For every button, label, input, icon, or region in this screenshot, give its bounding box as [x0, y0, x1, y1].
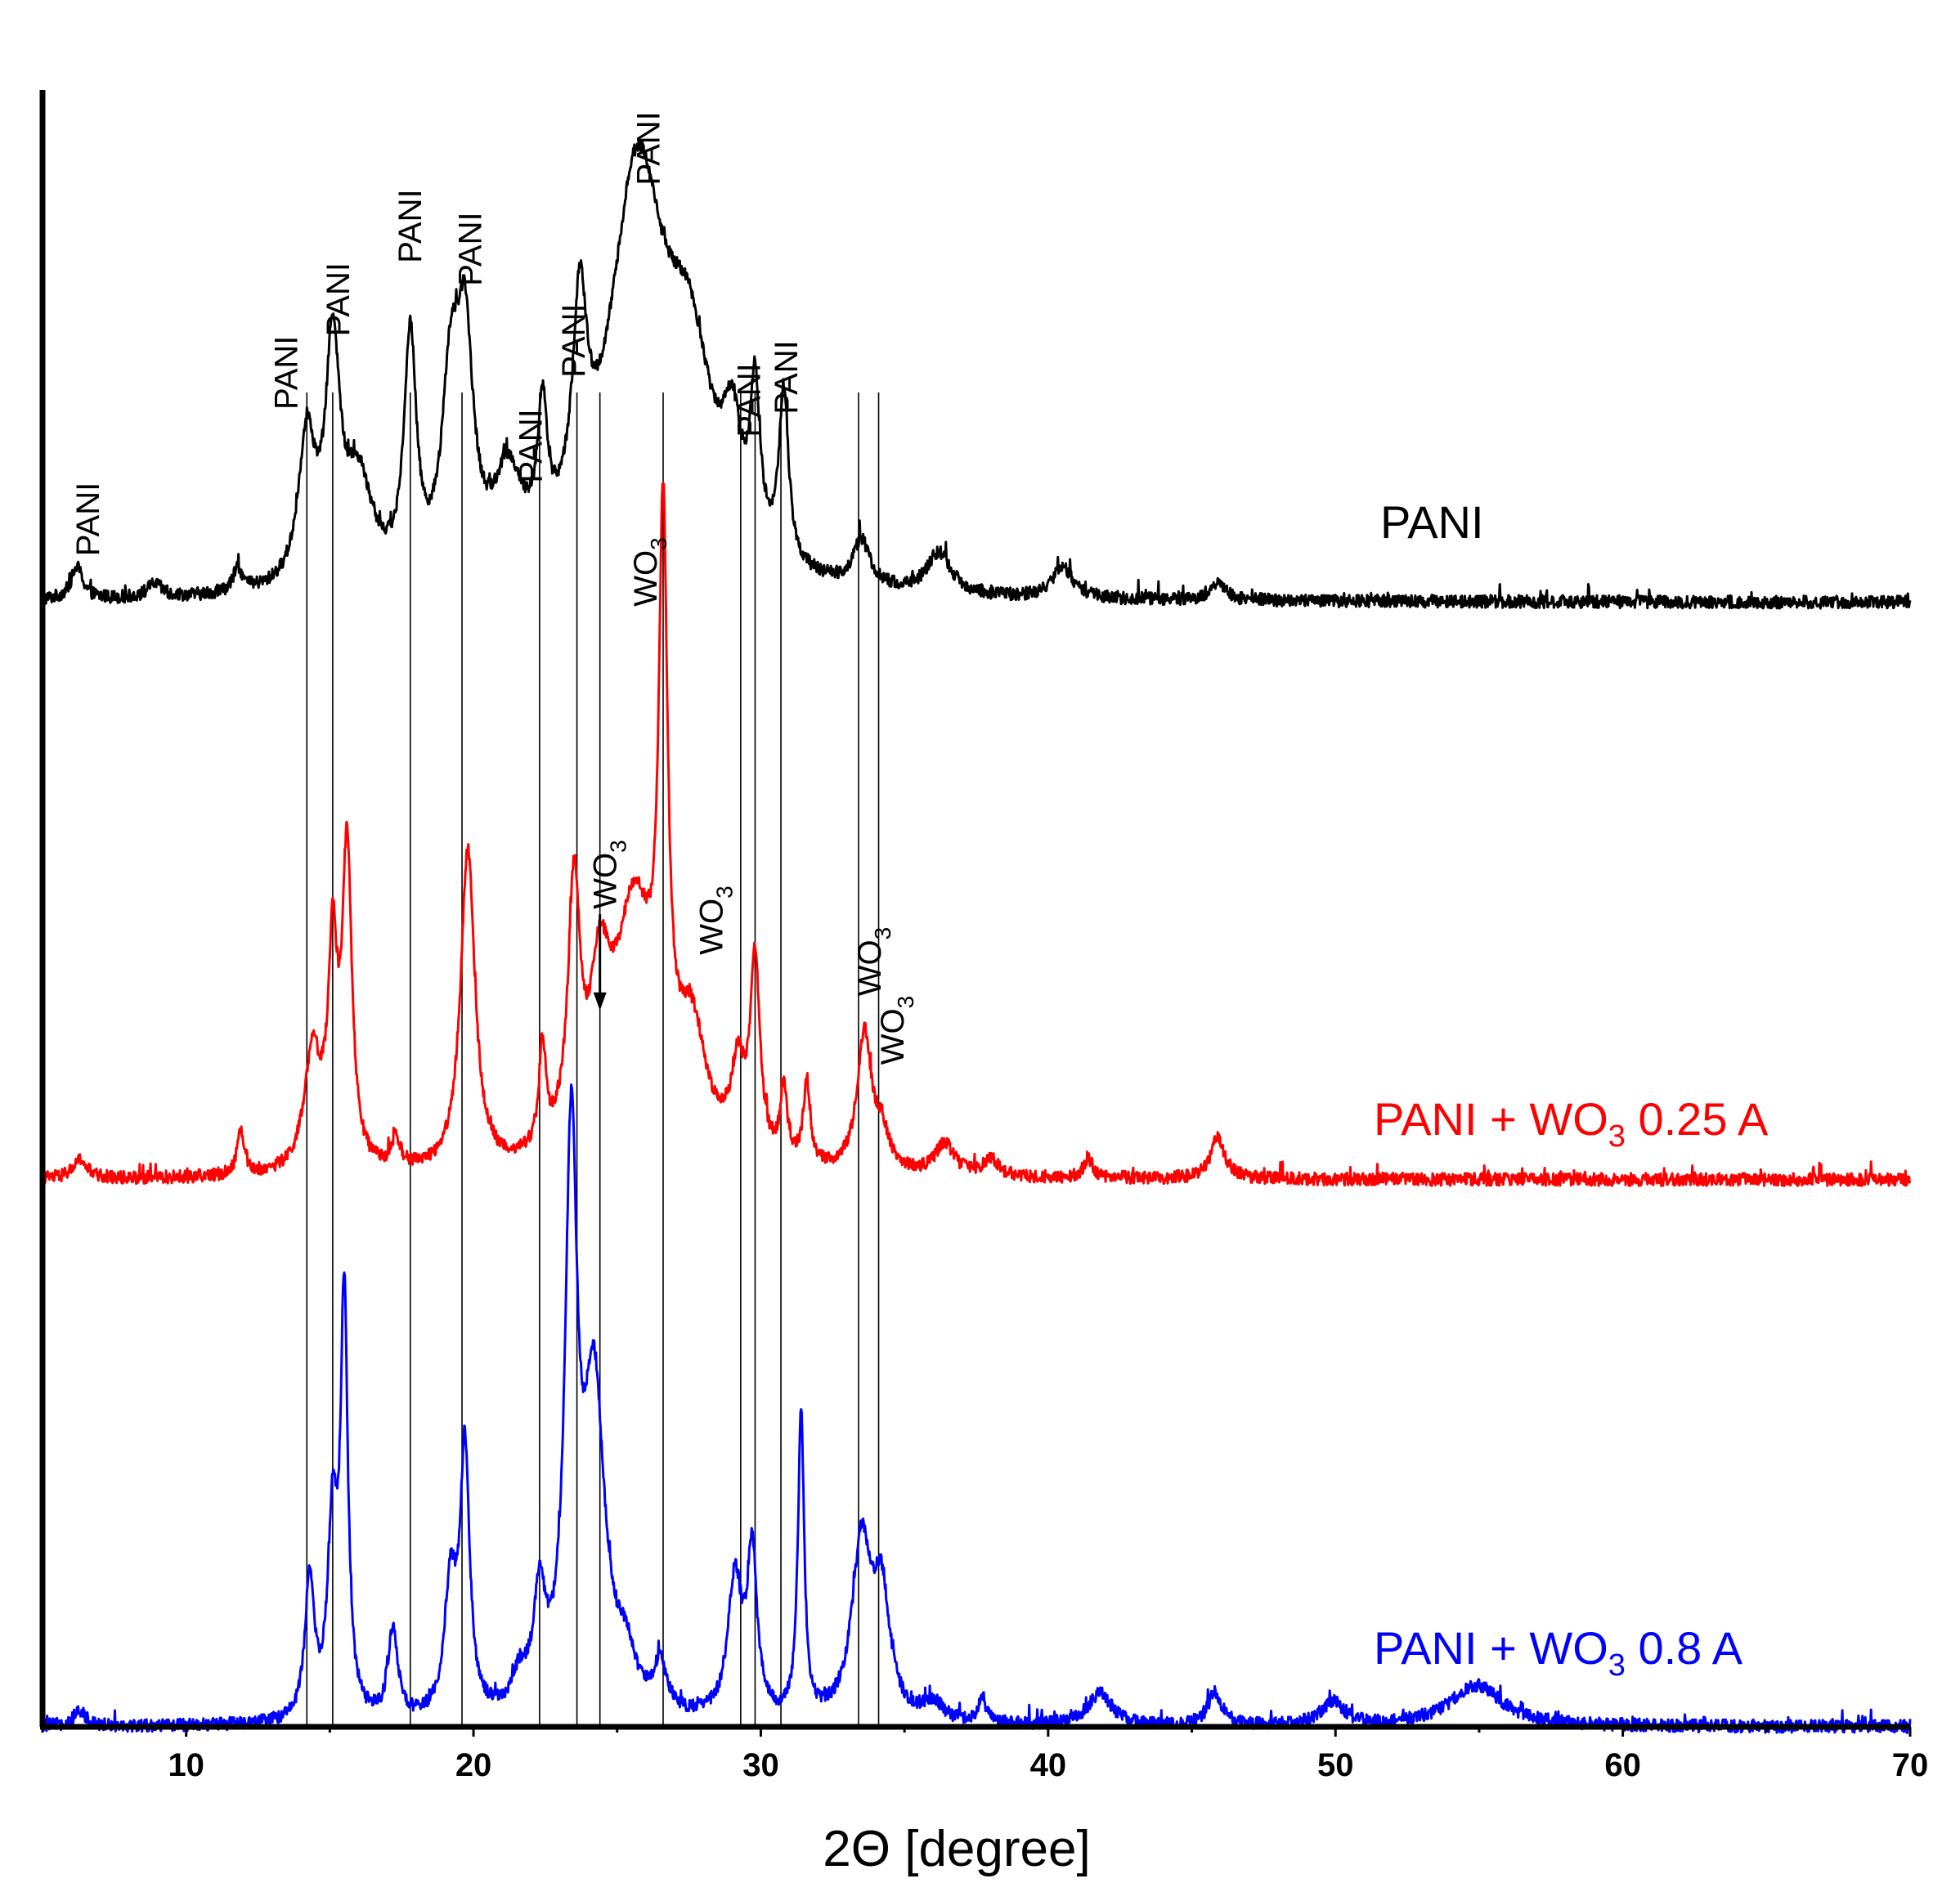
peak-label-13: WO3: [852, 927, 895, 996]
series-label-1: PANI + WO3 0.25 A: [1374, 1093, 1769, 1154]
peak-label-11: WO3: [588, 840, 631, 908]
peak-label-6: PANI: [556, 303, 592, 377]
x-tick-label-70: 70: [1892, 1747, 1929, 1783]
peak-label-7: PANI: [630, 111, 666, 185]
trace-series-1: [42, 482, 1912, 1187]
x-axis-label: 2Θ [degree]: [823, 1821, 1090, 1877]
peak-label-2: PANI: [321, 262, 357, 336]
peak-label-12: WO3: [694, 885, 738, 954]
x-tick-label-20: 20: [455, 1747, 492, 1783]
peak-label-5: PANI: [513, 409, 549, 482]
x-tick-label-30: 30: [742, 1747, 779, 1783]
peak-guide-lines: [306, 392, 880, 1727]
series-label-0: PANI: [1380, 496, 1484, 548]
series-label-2: PANI + WO3 0.8 A: [1374, 1622, 1743, 1683]
peak-label-1: PANI: [269, 336, 305, 410]
peak-label-0: PANI: [70, 482, 106, 556]
peak-label-3: PANI: [392, 189, 428, 262]
peak-label-14: WO3: [875, 996, 918, 1065]
x-ticks: 10 20 30 40 50 60 70: [41, 1727, 1929, 1783]
series-labels: PANI PANI + WO3 0.25 A PANI + WO3 0.8 A: [1374, 496, 1769, 1683]
x-tick-label-40: 40: [1030, 1747, 1067, 1783]
peak-label-8: PANI: [731, 363, 767, 437]
axes: [39, 90, 1910, 1730]
arrow-head: [593, 992, 607, 1011]
peak-label-10: WO3: [628, 537, 671, 606]
series-traces: [41, 139, 1912, 1734]
peak-label-4: PANI: [453, 212, 489, 285]
x-tick-label-10: 10: [168, 1747, 204, 1783]
peak-label-9: PANI: [769, 340, 805, 414]
trace-series-0: [42, 139, 1912, 610]
x-tick-label-60: 60: [1604, 1747, 1641, 1783]
x-tick-label-50: 50: [1317, 1747, 1354, 1783]
trace-series-2: [41, 1083, 1912, 1734]
